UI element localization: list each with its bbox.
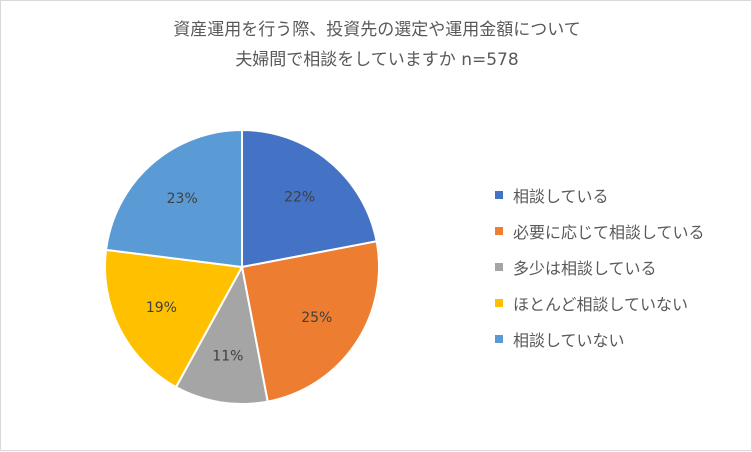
- pie-slice-1: [240, 240, 380, 403]
- legend-swatch: [495, 227, 503, 235]
- pie-slice-4: [104, 128, 243, 269]
- data-label-3: 19%: [146, 300, 177, 316]
- legend-label: 多少は相談している: [513, 259, 657, 278]
- legend-label: 相談している: [513, 187, 609, 206]
- legend: 相談している 必要に応じて相談している 多少は相談している ほとんど相談していな…: [495, 177, 705, 357]
- legend-item-hitsuyou-ni-oujite: 必要に応じて相談している: [495, 213, 705, 249]
- legend-label: 必要に応じて相談している: [513, 223, 705, 242]
- pie-slice-0: [241, 128, 378, 269]
- data-label-2: 11%: [212, 348, 243, 364]
- legend-item-hotondo: ほとんど相談していない: [495, 285, 705, 321]
- legend-item-tashou-wa: 多少は相談している: [495, 249, 705, 285]
- chart-title-line-2: 夫婦間で相談をしていますか n=578: [235, 50, 519, 70]
- legend-swatch: [495, 263, 503, 271]
- data-labels: 22% 25% 11% 19% 23%: [146, 189, 332, 364]
- chart-title: 資産運用を行う際、投資先の選定や運用金額について 夫婦間で相談をしていますか n…: [1, 15, 752, 75]
- data-label-1: 25%: [301, 310, 332, 326]
- legend-swatch: [495, 335, 503, 343]
- pie-slice-2: [174, 264, 269, 405]
- legend-swatch: [495, 191, 503, 199]
- legend-item-soudan-shiteiru: 相談している: [495, 177, 705, 213]
- pie-slice-3: [104, 248, 244, 389]
- legend-label: ほとんど相談していない: [513, 295, 689, 314]
- legend-swatch: [495, 299, 503, 307]
- data-label-4: 23%: [167, 191, 198, 207]
- data-label-0: 22%: [284, 189, 315, 205]
- chart-title-line-1: 資産運用を行う際、投資先の選定や運用金額について: [173, 20, 581, 40]
- legend-item-soudan-shiteinai: 相談していない: [495, 321, 705, 357]
- legend-label: 相談していない: [513, 331, 625, 350]
